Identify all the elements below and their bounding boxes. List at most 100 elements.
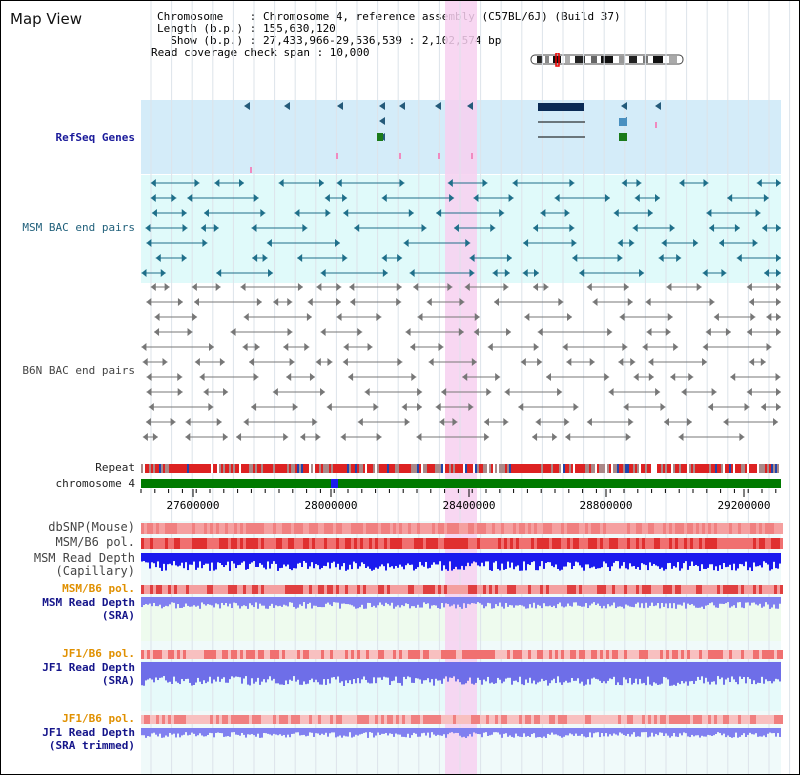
heat-cell [318, 715, 321, 724]
heat-cell [669, 585, 672, 594]
bac-end [336, 179, 342, 187]
depth-bar [711, 553, 713, 565]
repeat-bar [621, 464, 623, 473]
repeat-bar [421, 464, 423, 473]
heat-cell [261, 715, 264, 724]
heat-cell [507, 585, 510, 594]
heat-cell [387, 538, 390, 549]
depth-bar [503, 597, 505, 609]
depth-bar [327, 662, 329, 680]
ideogram-band [629, 56, 637, 63]
repeat-bar [587, 464, 589, 473]
heat-cell [249, 523, 252, 534]
depth-bar [285, 597, 287, 606]
heat-cell [741, 585, 744, 594]
heat-cell [747, 715, 750, 724]
depth-bar [421, 662, 423, 684]
heat-cell [375, 715, 378, 724]
depth-bar [623, 728, 625, 735]
depth-bar [357, 662, 359, 679]
heat-cell [174, 715, 177, 724]
depth-bar [433, 728, 435, 735]
depth-bar [547, 662, 549, 686]
heat-cell [381, 523, 384, 534]
depth-bar [253, 662, 255, 684]
depth-bar [441, 662, 443, 684]
depth-bar [519, 553, 521, 571]
depth-bar [735, 728, 737, 733]
heat-cell [693, 538, 696, 549]
heat-cell [537, 715, 540, 724]
depth-bar [475, 728, 477, 734]
bac-end [177, 388, 183, 396]
depth-bar [607, 553, 609, 568]
heat-cell [285, 538, 288, 549]
repeat-bar [641, 464, 643, 473]
heat-cell [762, 523, 765, 534]
coverage-span-line: Read coverage check span : 10,000 [151, 46, 370, 59]
depth-bar [641, 728, 643, 733]
heat-cell [240, 538, 243, 549]
depth-bar [141, 662, 143, 686]
track-label-refseq-genes[interactable]: RefSeq Genes [55, 131, 135, 144]
depth-bar [399, 728, 401, 735]
repeat-bar [507, 464, 509, 473]
heat-cell [267, 650, 270, 659]
heat-cell [309, 538, 312, 549]
bac-end [469, 254, 475, 262]
heat-cell [696, 538, 699, 549]
track-label-b6n-bac[interactable]: B6N BAC end pairs [22, 364, 135, 377]
heat-cell [549, 523, 552, 534]
repeat-bar [313, 464, 315, 473]
depth-bar [389, 662, 391, 685]
depth-bar [323, 553, 325, 566]
heat-cell [444, 650, 447, 659]
bac-end [200, 224, 206, 232]
depth-bar [545, 597, 547, 607]
depth-bar [243, 553, 245, 562]
track-label-msm-bac[interactable]: MSM BAC end pairs [22, 221, 135, 234]
heat-cell [522, 650, 525, 659]
heat-cell [318, 538, 321, 549]
depth-bar [255, 662, 257, 682]
depth-bar [497, 662, 499, 678]
heat-cell [597, 650, 600, 659]
heat-cell [531, 650, 534, 659]
bac-end [655, 194, 661, 202]
heat-cell [192, 585, 195, 594]
repeat-bar [251, 464, 253, 473]
page-title: Map View [10, 10, 83, 28]
heat-cell [372, 523, 375, 534]
depth-bar [267, 597, 269, 609]
repeat-bar [359, 464, 361, 473]
depth-bar [625, 553, 627, 569]
depth-bar [715, 553, 717, 567]
depth-bar [319, 553, 321, 570]
heat-cell [276, 538, 279, 549]
depth-bar [443, 662, 445, 679]
heat-cell [357, 538, 360, 549]
depth-bar [457, 597, 459, 605]
heat-cell [171, 650, 174, 659]
repeat-bar [537, 464, 539, 473]
heat-cell [417, 538, 420, 549]
repeat-bar [387, 464, 389, 473]
bac-end [504, 269, 510, 277]
depth-bar [581, 597, 583, 607]
depth-bar [581, 662, 583, 682]
depth-bar [613, 597, 615, 603]
heat-cell [714, 538, 717, 549]
depth-bar [683, 597, 685, 603]
heat-cell [198, 585, 201, 594]
depth-bar [423, 728, 425, 733]
bac-end [411, 373, 417, 381]
depth-bar [587, 662, 589, 680]
heat-cell [336, 538, 339, 549]
depth-bar [545, 662, 547, 681]
heat-cell [351, 650, 354, 659]
depth-bar [391, 728, 393, 734]
depth-bar [563, 597, 565, 608]
depth-bar [765, 728, 767, 738]
depth-bar [353, 728, 355, 737]
